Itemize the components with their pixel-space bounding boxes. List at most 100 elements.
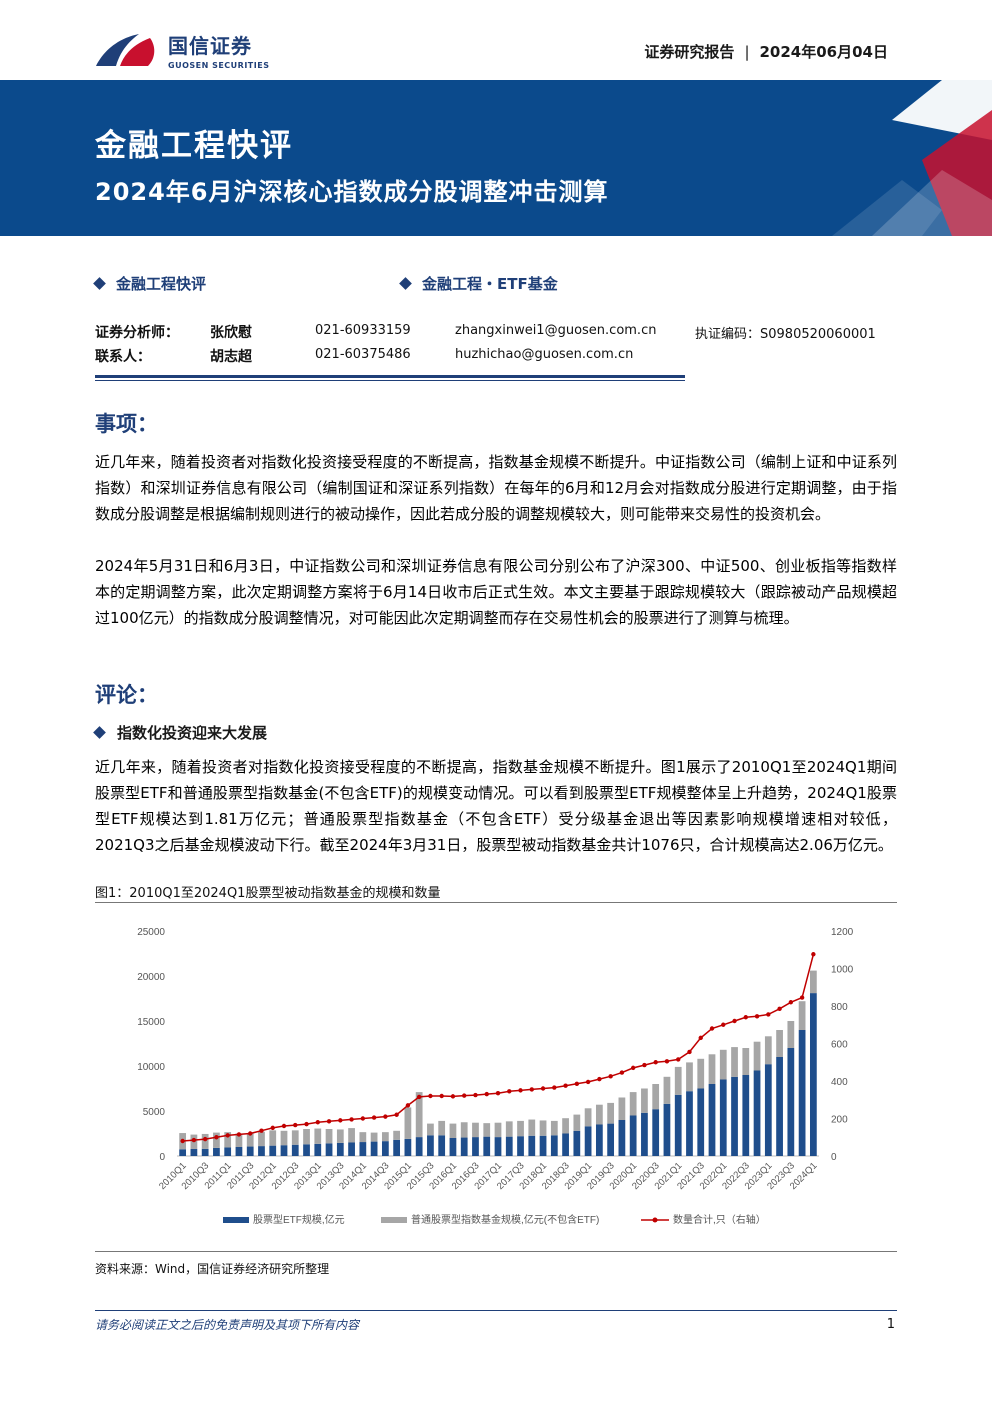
divider	[95, 375, 685, 378]
bar-index-fund	[573, 1114, 581, 1131]
count-point	[484, 1091, 489, 1097]
count-point	[428, 1093, 433, 1099]
bar-etf	[607, 1123, 615, 1156]
y-left-tick-label: 5000	[143, 1107, 166, 1118]
bar-etf	[472, 1137, 479, 1156]
bar-etf	[348, 1142, 355, 1156]
count-point	[394, 1112, 399, 1117]
count-point	[473, 1092, 478, 1098]
bar-etf	[381, 1141, 389, 1156]
bar-etf	[562, 1133, 569, 1156]
count-point	[338, 1118, 343, 1123]
bar-etf	[697, 1088, 705, 1156]
bar-etf	[629, 1115, 637, 1156]
category-tag-label: 金融工程・ETF基金	[422, 275, 558, 293]
bar-etf	[291, 1144, 299, 1156]
bar-index-fund	[674, 1066, 682, 1095]
count-point	[416, 1094, 422, 1100]
bar-index-fund	[809, 970, 817, 994]
fund-size-chart: 0 5000 10000 15000 20000 25000 0 200 400 600 800 10…	[137, 927, 853, 1226]
report-series-title: 金融工程快评	[95, 128, 293, 164]
diamond-bullet-icon	[93, 277, 106, 290]
count-point	[270, 1125, 275, 1131]
count-point	[552, 1085, 557, 1090]
bar-etf	[573, 1130, 581, 1156]
bar-index-fund	[764, 1036, 772, 1065]
comment-paragraph-1: 近几年来，随着投资者对指数化投资接受程度的不断提高，指数基金规模不断提升。图1展…	[95, 758, 897, 854]
contact-role: 联系人：	[95, 349, 151, 365]
bar-etf	[505, 1136, 513, 1156]
bar-etf	[235, 1147, 243, 1156]
bar-etf	[314, 1143, 322, 1156]
y-left-tick-label: 25000	[137, 927, 165, 938]
logo-text: 国信证券 GUOSEN SECURITIES	[168, 30, 269, 70]
y-left-tick-label: 15000	[137, 1017, 165, 1028]
bar-etf	[246, 1146, 254, 1156]
analyst-email[interactable]: zhangxinwei1@guosen.com.cn	[455, 323, 657, 338]
figure-source: 资料来源：Wind，国信证券经济研究所整理	[95, 1262, 330, 1276]
count-point	[450, 1094, 456, 1099]
count-point	[777, 1006, 782, 1012]
bar-index-fund	[652, 1084, 660, 1110]
bar-etf	[674, 1094, 682, 1156]
count-point	[495, 1090, 501, 1096]
bar-index-fund	[393, 1130, 401, 1140]
count-point	[743, 1015, 748, 1020]
bar-etf	[325, 1143, 333, 1156]
count-point	[721, 1022, 726, 1027]
bar-index-fund	[505, 1121, 513, 1137]
bar-index-fund	[753, 1041, 761, 1071]
legend-swatch-etf	[223, 1217, 249, 1223]
y-right-tick-label: 400	[831, 1077, 848, 1088]
count-point	[507, 1089, 512, 1094]
footer-disclaimer[interactable]: 请务必阅读正文之后的免责声明及其项下所有内容	[95, 1318, 360, 1332]
title-banner: 金融工程快评 2024年6月沪深核心指数成分股调整冲击测算	[0, 80, 992, 236]
count-point	[811, 952, 816, 957]
bar-index-fund	[584, 1108, 592, 1127]
count-point	[225, 1133, 230, 1138]
bar-etf	[213, 1147, 220, 1156]
analyst-phone: 021-60933159	[315, 323, 411, 338]
bar-etf	[787, 1048, 795, 1156]
footer-rule	[95, 1310, 897, 1311]
comment-subheading: 指数化投资迎来大发展	[93, 722, 268, 743]
count-point	[326, 1119, 332, 1124]
count-point	[293, 1122, 298, 1128]
count-point	[248, 1131, 253, 1136]
analyst-cert: 执证编码：S0980520060001	[695, 327, 876, 342]
bar-index-fund	[291, 1130, 299, 1145]
count-point	[642, 1062, 647, 1068]
comment-subheading-label: 指数化投资迎来大发展	[117, 724, 268, 742]
bar-etf	[370, 1141, 378, 1156]
bar-index-fund	[370, 1132, 378, 1142]
bar-index-fund	[776, 1030, 783, 1057]
bar-index-fund	[517, 1120, 524, 1137]
count-point	[608, 1074, 613, 1079]
count-point	[540, 1086, 546, 1091]
count-point	[687, 1049, 692, 1055]
bar-index-fund	[641, 1088, 648, 1113]
count-point	[304, 1121, 309, 1127]
bar-index-fund	[787, 1021, 795, 1048]
contact-email[interactable]: huzhichao@guosen.com.cn	[455, 347, 634, 362]
bar-index-fund	[348, 1128, 355, 1143]
bar-index-fund	[235, 1133, 243, 1147]
bar-etf	[393, 1139, 401, 1156]
bar-index-fund	[269, 1130, 277, 1146]
y-left-tick-label: 20000	[137, 972, 165, 983]
bar-etf	[483, 1136, 491, 1156]
count-point	[709, 1026, 715, 1031]
count-point	[563, 1083, 568, 1088]
bar-index-fund	[663, 1076, 671, 1104]
legend-swatch-index-fund	[381, 1217, 407, 1223]
y-left-tick-label: 10000	[137, 1062, 165, 1073]
count-point	[281, 1123, 287, 1129]
count-point	[518, 1088, 523, 1093]
bar-index-fund	[325, 1129, 333, 1144]
bar-etf	[539, 1135, 547, 1156]
events-heading: 事项：	[95, 412, 158, 436]
bar-etf	[269, 1145, 277, 1156]
bar-etf	[663, 1103, 671, 1156]
logo-name-cn: 国信证券	[168, 34, 252, 58]
bar-etf	[809, 993, 817, 1156]
